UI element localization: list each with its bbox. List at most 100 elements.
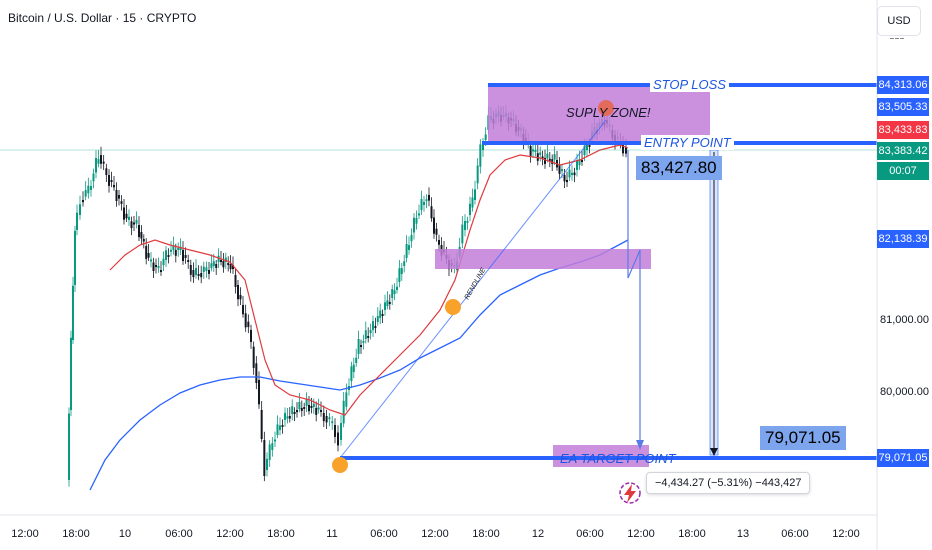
candle-body [232,265,234,270]
candle-body [296,410,298,413]
candle-body [337,432,339,446]
candle-body [340,423,342,440]
candle-body [82,200,84,203]
price-axis-label: 80,000.00 [880,386,929,398]
candle-body [87,185,90,194]
candle-body [345,392,348,407]
candle-body [312,403,315,407]
candle-body [208,270,210,274]
trendline [339,119,607,459]
candle-body [250,330,252,343]
candle-body [376,316,379,322]
candle-body [303,407,306,409]
price-tag-target: 79,071.05 [877,449,929,467]
price-tag-supply: 83,505.33 [877,98,929,116]
candle-body [315,408,318,415]
time-axis-label: 06:00 [370,528,398,540]
candle-body [482,143,484,150]
candle-body [469,203,471,215]
candle-body [362,340,365,343]
candle-body [281,425,284,427]
candle-body [179,246,182,250]
candle-body [622,145,624,154]
candle-body [247,321,250,328]
candle-body [430,206,433,219]
candle-body [573,172,576,176]
candle-body [244,313,247,328]
candle-body [212,261,215,266]
candle-body [200,273,203,278]
candle-body [192,270,195,278]
candle-body [182,250,184,261]
candle-body [76,212,78,230]
candle-body [293,412,296,414]
candle-body [484,134,487,140]
candle-body [393,290,396,294]
candle-body [548,158,551,161]
candle-body [118,195,120,199]
time-axis-label: 12:00 [11,528,39,540]
candle-body [476,165,479,184]
candle-body [128,216,130,220]
candle-body [84,190,87,197]
more-dots-icon[interactable] [890,38,894,39]
candle-body [268,444,271,460]
candle-body [415,217,418,224]
time-axis-label: 06:00 [781,528,809,540]
candle-body [471,197,474,208]
candle-body [539,152,542,155]
candle-body [105,168,108,176]
candle-body [125,213,128,219]
candle-body [95,158,97,173]
candle-body [227,263,230,266]
candle-body [563,175,566,182]
candle-body [571,172,573,175]
candle-body [367,336,370,338]
candle-body [239,295,242,300]
candle-body [165,250,167,260]
candle-body [479,144,482,167]
candle-body [224,257,227,262]
candle-body [352,364,355,372]
candle-body [162,258,165,265]
price-tag-stop-loss: 84,313.06 [877,76,929,94]
candle-body [423,201,425,205]
candle-body [195,268,197,275]
candle-body [342,400,345,424]
candle-body [561,169,563,172]
candle-body [413,217,415,233]
candle-body [317,407,320,410]
candle-body [379,310,382,318]
candle-body [202,266,205,272]
candle-body [350,366,353,381]
trendline-label: RENDLINE [464,267,488,301]
candle-body [147,253,150,258]
supply-zone-label: SUPLY ZONE! [566,105,651,120]
candle-body [79,204,81,215]
candle-body [558,165,561,174]
candle-body [229,264,232,270]
candle-body [381,314,384,316]
candle-body [260,410,263,439]
candle-body [305,399,308,406]
time-axis-label: 10 [118,528,132,540]
candle-body [625,147,627,154]
time-axis-label: 18:00 [472,528,500,540]
candle-body [167,255,170,257]
candle-body [100,155,102,164]
candle-body [529,146,532,156]
currency-button[interactable]: USD [877,6,921,36]
candle-body [578,159,581,165]
time-axis-label: 12:00 [421,528,449,540]
candle-body [425,199,428,202]
time-axis-label: 13 [736,528,750,540]
candle-body [189,265,192,275]
candle-body [396,286,398,290]
candle-body [177,247,180,250]
candle-body [435,228,438,235]
candle-body [113,185,115,188]
candle-body [72,285,74,340]
countdown-tag: 00:07 [877,162,929,180]
candle-body [187,260,190,262]
